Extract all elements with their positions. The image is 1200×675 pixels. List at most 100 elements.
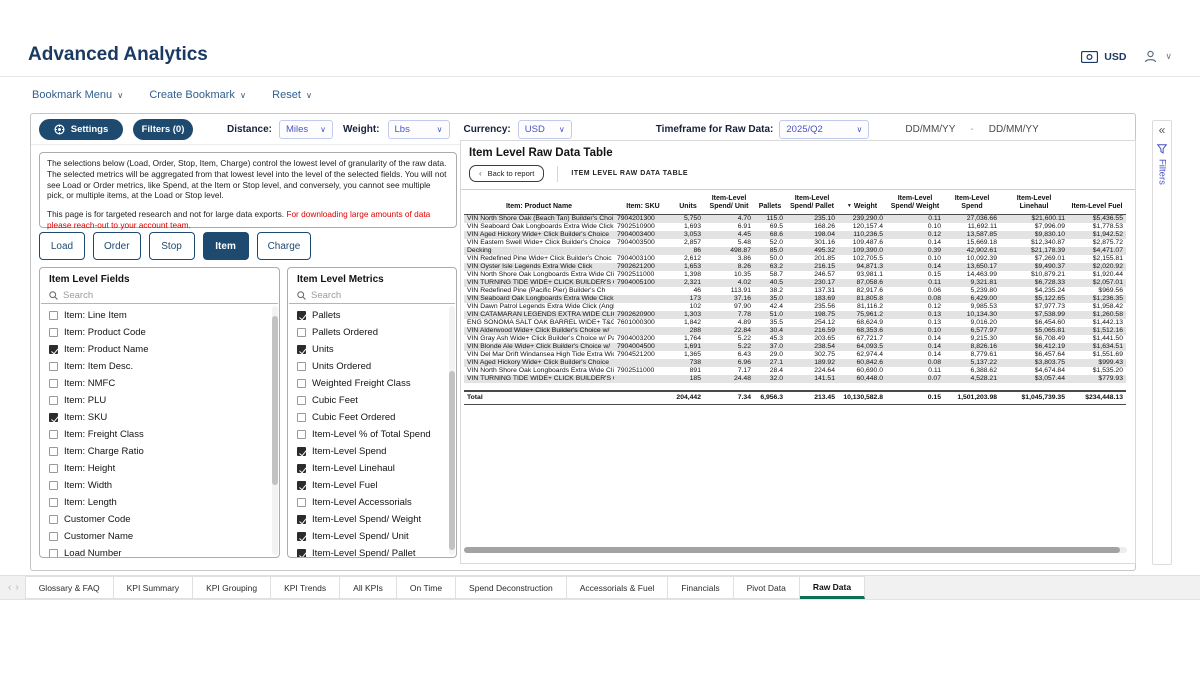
checkbox-item-item-charge-ratio[interactable]: Item: Charge Ratio: [40, 443, 279, 460]
checkbox-unchecked-icon[interactable]: [49, 549, 58, 557]
scrollbar-thumb[interactable]: [272, 315, 278, 486]
column-header-item-level-fuel[interactable]: Item-Level Fuel: [1068, 194, 1126, 215]
tab-nav-right-icon[interactable]: ›: [15, 581, 19, 593]
checkbox-checked-icon[interactable]: [297, 311, 306, 320]
checkbox-unchecked-icon[interactable]: [49, 362, 58, 371]
checkbox-unchecked-icon[interactable]: [49, 481, 58, 490]
timeframe-select[interactable]: 2025/Q2 ∨: [779, 119, 870, 139]
column-header-item-level-linehaul[interactable]: Item-Level Linehaul: [1000, 194, 1068, 215]
checkbox-checked-icon[interactable]: [297, 345, 306, 354]
date-to-input[interactable]: DD/MM/YY: [988, 123, 1039, 135]
checkbox-item-item-level-spend-weight[interactable]: Item-Level Spend/ Weight: [288, 511, 456, 528]
distance-select[interactable]: Miles ∨: [279, 119, 334, 139]
checkbox-item-pallets-ordered[interactable]: Pallets Ordered: [288, 324, 456, 341]
checkbox-unchecked-icon[interactable]: [297, 379, 306, 388]
level-button-load[interactable]: Load: [39, 232, 85, 260]
checkbox-checked-icon[interactable]: [297, 464, 306, 473]
filters-pane-collapsed[interactable]: « Filters: [1152, 120, 1172, 565]
create-bookmark-dropdown[interactable]: Create Bookmark ∨: [149, 89, 246, 101]
column-header-units[interactable]: Units: [672, 194, 704, 215]
tab-nav-left-icon[interactable]: ‹: [8, 581, 12, 593]
column-header-item-level-spend[interactable]: Item-Level Spend: [944, 194, 1000, 215]
checkbox-unchecked-icon[interactable]: [297, 498, 306, 507]
tab-raw-data[interactable]: Raw Data: [799, 576, 866, 599]
checkbox-item-item-nmfc[interactable]: Item: NMFC: [40, 375, 279, 392]
checkbox-checked-icon[interactable]: [297, 532, 306, 541]
checkbox-item-customer-name[interactable]: Customer Name: [40, 528, 279, 545]
checkbox-item-item-item-desc[interactable]: Item: Item Desc.: [40, 358, 279, 375]
column-header-item-level-spend-unit[interactable]: Item-Level Spend/ Unit: [704, 194, 754, 215]
tab-pivot-data[interactable]: Pivot Data: [733, 576, 800, 599]
checkbox-checked-icon[interactable]: [49, 413, 58, 422]
checkbox-checked-icon[interactable]: [297, 447, 306, 456]
column-header-item-level-spend-pallet[interactable]: Item-Level Spend/ Pallet: [786, 194, 838, 215]
checkbox-unchecked-icon[interactable]: [297, 430, 306, 439]
tab-glossary-faq[interactable]: Glossary & FAQ: [24, 576, 114, 599]
fields-search-input[interactable]: Search: [41, 287, 278, 304]
checkbox-item-item-level-accessorials[interactable]: Item-Level Accessorials: [288, 494, 456, 511]
user-icon[interactable]: [1144, 50, 1157, 63]
checkbox-checked-icon[interactable]: [297, 481, 306, 490]
metrics-search-input[interactable]: Search: [289, 287, 455, 304]
fields-scrollbar[interactable]: [272, 306, 278, 555]
tab-kpi-grouping[interactable]: KPI Grouping: [193, 576, 272, 599]
tab-accessorials-fuel[interactable]: Accessorials & Fuel: [566, 576, 669, 599]
checkbox-item-item-freight-class[interactable]: Item: Freight Class: [40, 426, 279, 443]
tab-spend-deconstruction[interactable]: Spend Deconstruction: [456, 576, 567, 599]
checkbox-unchecked-icon[interactable]: [49, 396, 58, 405]
tab-financials[interactable]: Financials: [668, 576, 734, 599]
checkbox-unchecked-icon[interactable]: [297, 362, 306, 371]
checkbox-item-item-product-code[interactable]: Item: Product Code: [40, 324, 279, 341]
checkbox-item-weighted-freight-class[interactable]: Weighted Freight Class: [288, 375, 456, 392]
checkbox-unchecked-icon[interactable]: [297, 413, 306, 422]
tab-kpi-summary[interactable]: KPI Summary: [113, 576, 194, 599]
checkbox-item-cubic-feet[interactable]: Cubic Feet: [288, 392, 456, 409]
scrollbar-thumb[interactable]: [464, 547, 1121, 553]
checkbox-item-item-line-item[interactable]: Item: Line Item: [40, 307, 279, 324]
checkbox-item-item-width[interactable]: Item: Width: [40, 477, 279, 494]
level-button-order[interactable]: Order: [93, 232, 141, 260]
checkbox-item-item-level-spend-unit[interactable]: Item-Level Spend/ Unit: [288, 528, 456, 545]
checkbox-item-cubic-feet-ordered[interactable]: Cubic Feet Ordered: [288, 409, 456, 426]
tab-kpi-trends[interactable]: KPI Trends: [271, 576, 341, 599]
tab-on-time[interactable]: On Time: [396, 576, 457, 599]
settings-button[interactable]: Settings: [39, 118, 123, 140]
currency-select[interactable]: USD ∨: [517, 119, 572, 139]
checkbox-unchecked-icon[interactable]: [297, 396, 306, 405]
checkbox-unchecked-icon[interactable]: [49, 515, 58, 524]
checkbox-unchecked-icon[interactable]: [49, 328, 58, 337]
chevron-down-icon[interactable]: ∨: [1165, 51, 1172, 61]
scrollbar-thumb[interactable]: [449, 370, 455, 550]
checkbox-item-load-number[interactable]: Load Number: [40, 545, 279, 557]
checkbox-item-customer-code[interactable]: Customer Code: [40, 511, 279, 528]
metrics-scrollbar[interactable]: [449, 306, 455, 555]
checkbox-item-units[interactable]: Units: [288, 341, 456, 358]
checkbox-unchecked-icon[interactable]: [49, 447, 58, 456]
filters-button[interactable]: Filters (0): [133, 118, 193, 140]
checkbox-item-item-level-spend-pallet[interactable]: Item-Level Spend/ Pallet: [288, 545, 456, 557]
checkbox-item-item-length[interactable]: Item: Length: [40, 494, 279, 511]
checkbox-unchecked-icon[interactable]: [49, 430, 58, 439]
checkbox-item-item-height[interactable]: Item: Height: [40, 460, 279, 477]
checkbox-unchecked-icon[interactable]: [49, 379, 58, 388]
back-to-report-button[interactable]: ‹ Back to report: [469, 165, 545, 182]
checkbox-unchecked-icon[interactable]: [49, 311, 58, 320]
column-header-item-level-spend-weight[interactable]: Item-Level Spend/ Weight: [886, 194, 944, 215]
table-horizontal-scrollbar[interactable]: [464, 547, 1127, 553]
tab-all-kpis[interactable]: All KPIs: [340, 576, 397, 599]
checkbox-unchecked-icon[interactable]: [49, 464, 58, 473]
checkbox-checked-icon[interactable]: [297, 549, 306, 557]
checkbox-item-item-sku[interactable]: Item: SKU: [40, 409, 279, 426]
checkbox-unchecked-icon[interactable]: [49, 532, 58, 541]
level-button-stop[interactable]: Stop: [148, 232, 195, 260]
checkbox-unchecked-icon[interactable]: [297, 328, 306, 337]
bookmark-menu-dropdown[interactable]: Bookmark Menu ∨: [32, 89, 123, 101]
weight-select[interactable]: Lbs ∨: [387, 119, 450, 139]
column-header-weight[interactable]: ▼ Weight: [838, 194, 886, 215]
level-button-item[interactable]: Item: [202, 232, 249, 260]
column-header-pallets[interactable]: Pallets: [754, 194, 786, 215]
checkbox-item-item-level-linehaul[interactable]: Item-Level Linehaul: [288, 460, 456, 477]
collapse-pane-icon[interactable]: «: [1158, 123, 1166, 137]
checkbox-item-item-product-name[interactable]: Item: Product Name: [40, 341, 279, 358]
date-from-input[interactable]: DD/MM/YY: [905, 123, 956, 135]
